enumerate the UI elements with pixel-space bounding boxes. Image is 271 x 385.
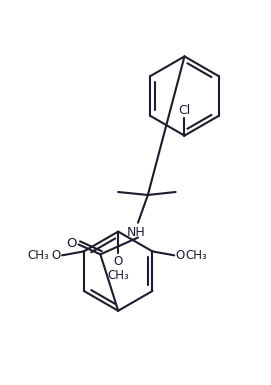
Text: NH: NH (127, 226, 145, 239)
Text: O: O (114, 255, 123, 268)
Text: O: O (176, 249, 185, 262)
Text: CH₃: CH₃ (185, 249, 207, 262)
Text: CH₃: CH₃ (107, 269, 129, 282)
Text: O: O (66, 237, 77, 250)
Text: CH₃: CH₃ (27, 249, 49, 262)
Text: O: O (51, 249, 61, 262)
Text: Cl: Cl (178, 104, 191, 117)
